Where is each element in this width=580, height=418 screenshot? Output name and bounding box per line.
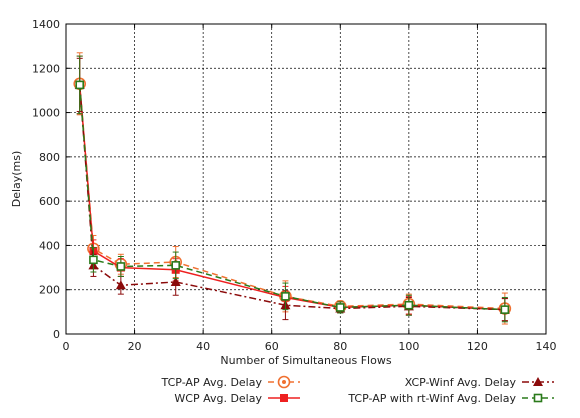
data-point xyxy=(115,280,126,290)
y-tick-label: 200 xyxy=(39,284,60,297)
legend-label: TCP-AP with rt-Winf Avg. Delay xyxy=(347,392,516,405)
x-tick-label: 80 xyxy=(333,340,347,353)
data-point xyxy=(116,262,126,271)
legend-entry: TCP-AP with rt-Winf Avg. Delay xyxy=(347,392,554,405)
series-0 xyxy=(73,52,512,325)
series-3 xyxy=(75,55,510,323)
y-tick-label: 1400 xyxy=(32,18,60,31)
series-line xyxy=(78,84,505,311)
y-tick-label: 0 xyxy=(53,328,60,341)
series-line xyxy=(78,83,505,310)
legend-entry: XCP-Winf Avg. Delay xyxy=(405,376,554,389)
legend-entry: WCP Avg. Delay xyxy=(174,392,300,405)
series-layer xyxy=(73,52,512,325)
x-tick-label: 100 xyxy=(398,340,419,353)
x-tick-label: 140 xyxy=(536,340,557,353)
legend-marker xyxy=(533,393,543,403)
plot-frame xyxy=(65,23,547,335)
legend-marker-center xyxy=(282,380,286,384)
y-tick-label: 800 xyxy=(39,151,60,164)
data-point xyxy=(170,276,181,286)
data-point xyxy=(500,305,510,314)
legend-label: WCP Avg. Delay xyxy=(174,392,262,405)
data-point xyxy=(171,261,181,270)
x-tick-label: 120 xyxy=(467,340,488,353)
tick-layer: 0 200 400 600 800 1000 1200 1400 0 20 40 60 80 100 120… xyxy=(32,18,557,353)
legend: TCP-AP Avg. Delay WCP Avg. Delay XCP-Winf … xyxy=(161,375,554,405)
series-line xyxy=(78,84,505,311)
data-point xyxy=(281,292,290,301)
data-point xyxy=(75,80,85,90)
x-tick-label: 0 xyxy=(63,340,70,353)
y-tick-label: 1200 xyxy=(32,62,60,75)
legend-entry: TCP-AP Avg. Delay xyxy=(161,375,300,389)
series-1 xyxy=(75,55,509,322)
y-tick-label: 1000 xyxy=(32,107,60,120)
x-tick-label: 60 xyxy=(265,340,279,353)
y-tick-label: 400 xyxy=(39,239,60,252)
legend-label: TCP-AP Avg. Delay xyxy=(161,376,263,389)
series-line xyxy=(78,84,505,311)
x-tick-label: 20 xyxy=(128,340,142,353)
x-tick-label: 40 xyxy=(196,340,210,353)
legend-label: XCP-Winf Avg. Delay xyxy=(405,376,517,389)
legend-marker xyxy=(533,377,543,386)
y-axis-label: Delay(ms) xyxy=(10,151,23,208)
y-tick-label: 600 xyxy=(39,195,60,208)
data-point xyxy=(404,300,414,310)
x-axis-label: Number of Simultaneous Flows xyxy=(220,354,391,367)
data-point xyxy=(335,303,345,312)
data-point xyxy=(89,255,98,265)
legend-marker xyxy=(280,394,288,402)
grid-layer xyxy=(66,24,546,334)
series-2 xyxy=(74,57,510,322)
